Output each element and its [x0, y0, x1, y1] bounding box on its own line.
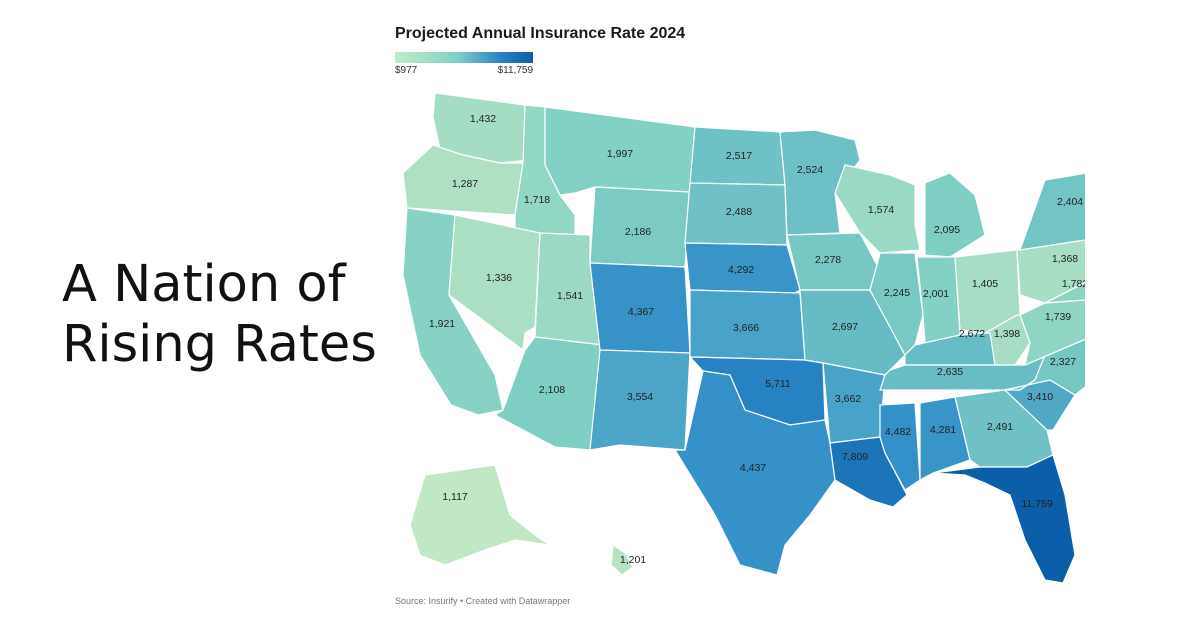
state-value-label-hi: 1,201 [620, 554, 646, 566]
state-value-label-or: 1,287 [452, 178, 478, 190]
legend-gradient-bar [395, 52, 533, 63]
state-value-label-ga: 2,491 [987, 421, 1013, 433]
state-in[interactable] [916, 256, 961, 344]
us-choropleth-map: 1,432 1,287 1,921 1,718 1,336 1,997 2,186 1,541… [402, 92, 1085, 584]
state-value-label-il: 2,245 [884, 287, 910, 299]
color-legend: $977 $11,759 [395, 52, 533, 76]
state-nc[interactable] [1004, 335, 1085, 396]
state-value-label-id: 1,718 [524, 194, 550, 206]
state-value-label-ia: 2,278 [815, 254, 841, 266]
state-value-label-tn: 2,635 [937, 366, 963, 378]
state-value-label-wv: 1,398 [994, 328, 1020, 340]
state-value-label-nc: 2,327 [1050, 356, 1076, 368]
state-value-label-wa: 1,432 [470, 113, 496, 125]
state-value-label-nd: 2,517 [726, 150, 752, 162]
state-value-label-wi: 1,574 [868, 204, 894, 216]
state-value-label-pa: 1,368 [1052, 253, 1078, 265]
state-value-label-sd: 2,488 [726, 206, 752, 218]
state-value-label-ok: 5,711 [765, 378, 791, 390]
state-nm[interactable] [589, 349, 691, 451]
state-value-label-ny: 2,404 [1057, 196, 1083, 208]
state-value-label-fl: 11,759 [1021, 498, 1052, 510]
legend-min-label: $977 [395, 65, 418, 76]
state-value-label-ca: 1,921 [429, 318, 455, 330]
state-hi[interactable] [610, 543, 634, 576]
state-value-label-mo: 2,697 [832, 321, 858, 333]
headline: A Nation of Rising Rates [62, 255, 377, 374]
state-value-label-tx: 4,437 [740, 462, 766, 474]
state-value-label-wy: 2,186 [625, 226, 651, 238]
state-wi[interactable] [834, 164, 921, 254]
state-value-label-ut: 1,541 [557, 290, 583, 302]
state-value-label-sc: 3,410 [1027, 391, 1053, 403]
state-al[interactable] [919, 396, 971, 482]
state-value-label-ms: 4,482 [885, 426, 911, 438]
state-value-label-nv: 1,336 [486, 272, 512, 284]
state-value-label-la: 7,809 [842, 451, 868, 463]
legend-max-label: $11,759 [497, 65, 533, 76]
state-value-label-az: 2,108 [539, 384, 565, 396]
state-fl[interactable] [932, 454, 1076, 584]
map-title: Projected Annual Insurance Rate 2024 [395, 25, 686, 42]
state-value-label-oh: 1,405 [972, 278, 998, 290]
state-value-label-md: 1,782 [1062, 278, 1085, 290]
state-value-label-ne: 4,292 [728, 264, 754, 276]
state-value-label-ks: 3,666 [733, 322, 759, 334]
state-value-label-mn: 2,524 [797, 164, 823, 176]
state-value-label-va: 1,739 [1045, 311, 1071, 323]
state-ne[interactable] [684, 242, 801, 294]
state-value-label-co: 4,367 [628, 306, 654, 318]
state-pa[interactable] [1016, 239, 1085, 304]
state-value-label-in: 2,001 [923, 288, 949, 300]
state-wv[interactable] [982, 314, 1031, 366]
source-note: Source: Insurify • Created with Datawrap… [395, 596, 571, 606]
state-mi[interactable] [924, 172, 986, 258]
state-ms[interactable] [879, 402, 921, 491]
state-value-label-ky: 2,672 [959, 328, 985, 340]
state-ak[interactable] [409, 464, 551, 566]
state-value-label-al: 4,281 [930, 424, 956, 436]
state-value-label-ar: 3,662 [835, 393, 861, 405]
state-value-label-nm: 3,554 [627, 391, 653, 403]
state-value-label-mt: 1,997 [607, 148, 633, 160]
state-value-label-ak: 1,117 [442, 491, 468, 503]
state-value-label-mi: 2,095 [934, 224, 960, 236]
state-ny[interactable] [1019, 170, 1085, 251]
